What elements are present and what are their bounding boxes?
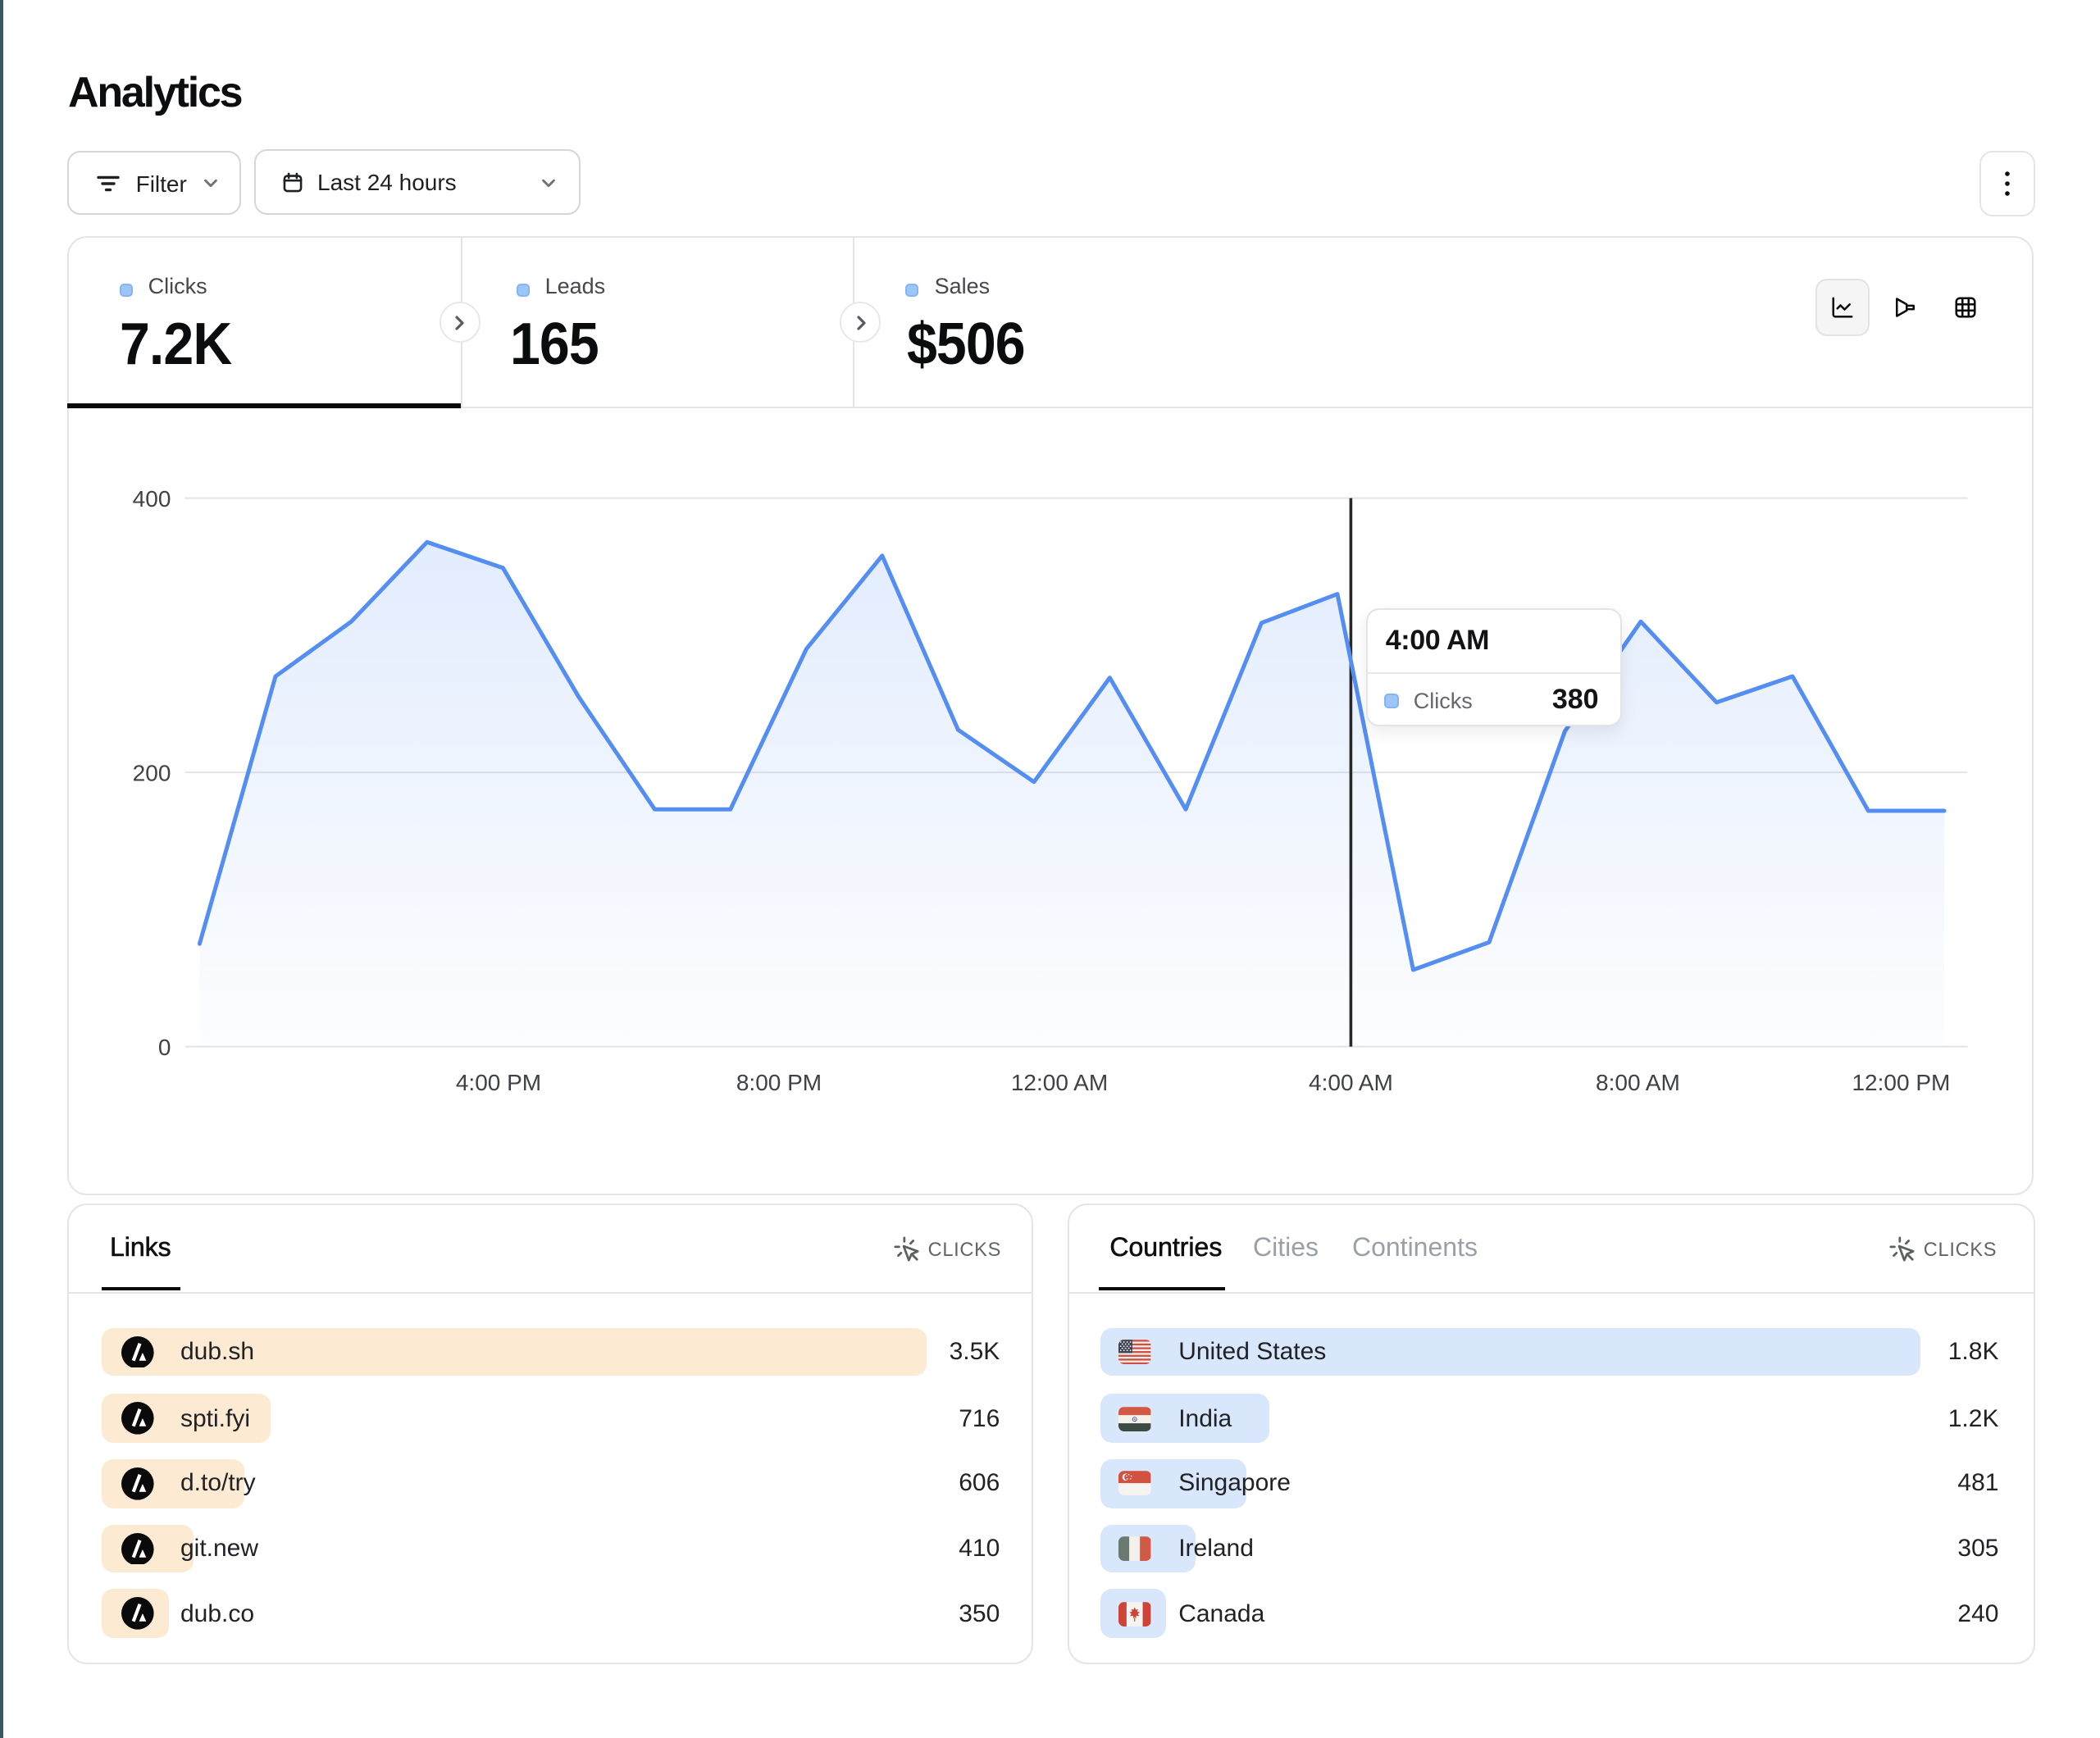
svg-text:4:00 PM: 4:00 PM [456,1069,541,1094]
svg-text:8:00 PM: 8:00 PM [736,1069,822,1094]
svg-text:200: 200 [133,760,171,785]
svg-text:0: 0 [158,1034,171,1059]
svg-text:12:00 AM: 12:00 AM [1011,1069,1108,1094]
svg-text:12:00 PM: 12:00 PM [1852,1069,1951,1094]
svg-text:8:00 AM: 8:00 AM [1597,1069,1681,1094]
svg-text:400: 400 [133,485,171,511]
svg-text:4:00 AM: 4:00 AM [1310,1069,1394,1094]
